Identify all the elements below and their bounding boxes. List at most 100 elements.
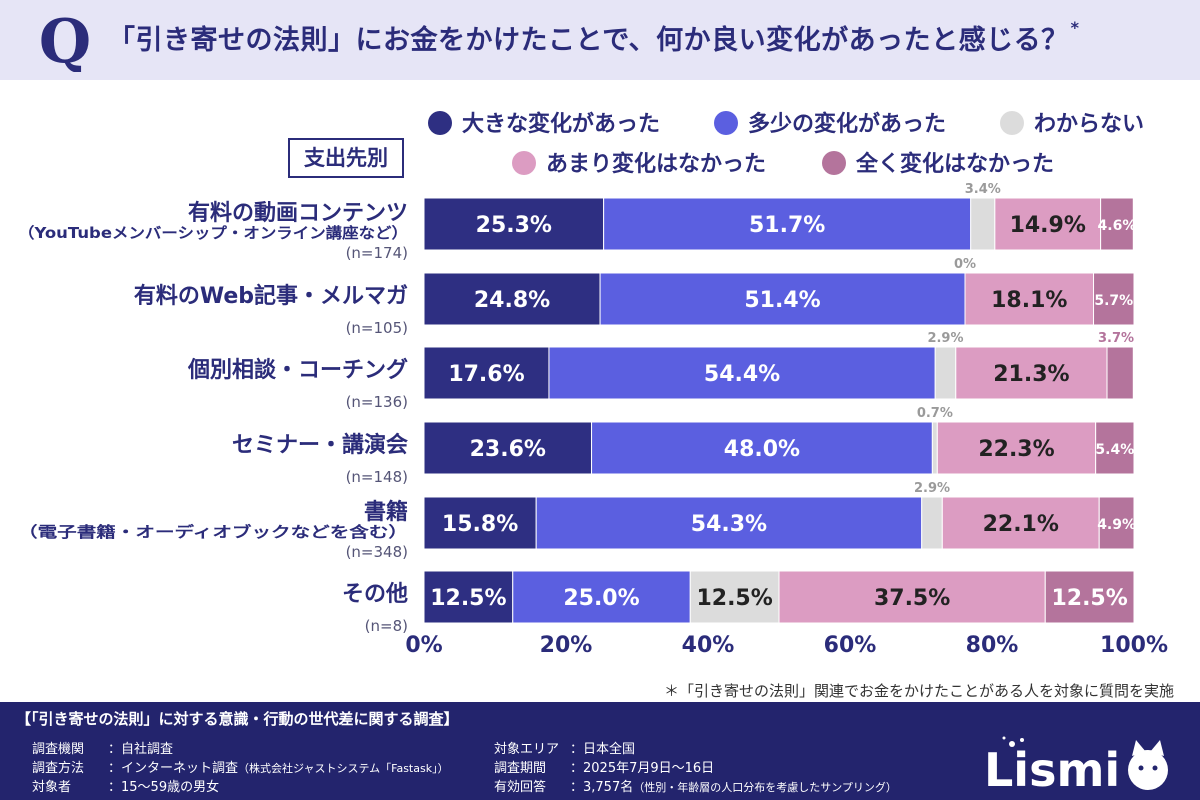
data-label: 15.8% — [442, 512, 518, 537]
data-label: 51.7% — [749, 213, 825, 238]
data-label: 37.5% — [874, 586, 950, 611]
bar-segment — [941, 496, 1100, 550]
category-sublabel: （YouTubeメンバーシップ・オンライン講座など） — [18, 224, 408, 242]
data-label: 14.9% — [1010, 213, 1086, 238]
x-tick-label: 20% — [540, 633, 593, 658]
data-label: 17.6% — [448, 362, 524, 387]
footer-left-row-0: 調査機関 ：自社調査 — [32, 738, 173, 757]
category-label: セミナー・講演会 — [232, 432, 408, 458]
data-label: 4.6% — [1098, 218, 1137, 234]
data-label: 4.9% — [1097, 517, 1136, 533]
footer-extra: （株式会社ジャストシステム「Fastask」） — [238, 762, 449, 775]
survey-note: ＊「引き寄せの法則」関連でお金をかけたことがある人を対象に質問を実施 — [663, 682, 1174, 700]
footer-key: 対象者 — [32, 780, 72, 795]
data-label: 22.3% — [978, 437, 1054, 462]
data-label: 25.3% — [476, 213, 552, 238]
bar-segment — [423, 197, 605, 251]
data-label: 2.9% — [927, 331, 963, 346]
x-tick-label: 100% — [1100, 633, 1168, 658]
x-tick-label: 60% — [824, 633, 877, 658]
footer-key: 調査期間 — [494, 761, 547, 776]
bar-segment — [1044, 570, 1135, 624]
category-label: 書籍 — [364, 499, 408, 525]
data-label: 5.4% — [1095, 442, 1134, 458]
q-letter-icon: Q — [39, 10, 91, 72]
bar-segment — [994, 197, 1102, 251]
legend-item-large-change: 大きな変化があった — [428, 106, 660, 138]
data-label: 51.4% — [744, 288, 820, 313]
data-label: 2.9% — [914, 481, 950, 496]
category-n-label: (n=174) — [346, 244, 408, 262]
category-label: 個別相談・コーチング — [187, 357, 408, 383]
data-label: 18.1% — [991, 288, 1067, 313]
data-label: 12.5% — [1051, 586, 1127, 611]
data-label: 21.3% — [993, 362, 1069, 387]
category-label: その他 — [342, 582, 408, 607]
legend-swatch — [428, 111, 452, 135]
bar-segment — [934, 346, 957, 400]
legend-item-some-change: 多少の変化があった — [714, 106, 946, 138]
footer-right-row-0: 対象エリア ：日本全国 — [494, 738, 635, 757]
bar-segment — [931, 421, 938, 475]
segment-badge: 支出先別 — [288, 138, 404, 178]
footer-value: ：2025年7月9日〜16日 — [570, 761, 715, 776]
footer-value: ：3,757名 — [570, 780, 634, 795]
bar-segment — [1095, 421, 1135, 475]
bar-segment — [423, 346, 550, 400]
header-band — [0, 0, 1200, 80]
legend-label: 大きな変化があった — [462, 112, 661, 137]
brand-logo: Lismi — [984, 736, 1168, 797]
legend-label: 多少の変化があった — [748, 112, 947, 137]
bar-segment — [599, 272, 966, 326]
data-label: 0% — [954, 257, 976, 272]
category-n-label: (n=136) — [346, 393, 408, 411]
stacked-bar-chart: 有料の動画コンテンツ（YouTubeメンバーシップ・オンライン講座など） (n=1… — [18, 182, 1168, 658]
bar-segment — [955, 346, 1108, 400]
footer-key: 調査方法 — [32, 761, 85, 776]
bar-segment — [603, 197, 972, 251]
bar-segment — [591, 421, 933, 475]
page-title-text: 「引き寄せの法則」にお金をかけたことで、何か良い変化があったと感じる？ — [108, 25, 1069, 56]
legend-label: わからない — [1034, 112, 1145, 137]
category-label: 有料のWeb記事・メルマガ — [134, 283, 408, 309]
footer-value: ：インターネット調査 — [108, 761, 239, 776]
bar-segment — [1098, 496, 1135, 550]
footer-extra: （性別・年齢層の人口分布を考慮したサンプリング） — [633, 781, 897, 794]
legend-swatch — [1000, 111, 1024, 135]
legend-swatch — [822, 151, 846, 175]
data-label: 22.1% — [983, 512, 1059, 537]
bar-segment — [778, 570, 1046, 624]
category-n-label: (n=105) — [346, 319, 408, 337]
data-label: 12.5% — [430, 586, 506, 611]
data-label: 3.7% — [1098, 331, 1134, 346]
category-sublabel: （電子書籍・オーディオブックなどを含む） — [18, 523, 408, 541]
data-label: 12.5% — [696, 586, 772, 611]
category-label: 有料の動画コンテンツ — [188, 200, 408, 226]
legend-swatch — [512, 151, 536, 175]
bar-segment — [548, 346, 936, 400]
legend-label: 全く変化はなかった — [856, 152, 1055, 177]
cat-mascot-icon — [1128, 740, 1168, 790]
data-label: 25.0% — [563, 586, 639, 611]
x-tick-label: 80% — [966, 633, 1019, 658]
bar-segment — [1093, 272, 1135, 326]
bar-segment — [970, 197, 996, 251]
bar-segment — [423, 496, 537, 550]
footer-value: ：日本全国 — [570, 742, 636, 757]
footer-key: 有効回答 — [494, 780, 547, 795]
x-tick-label: 0% — [405, 633, 442, 658]
data-label: 54.3% — [691, 512, 767, 537]
bar-segment — [689, 570, 780, 624]
footer: 【「引き寄せの法則」に対する意識・行動の世代差に関する調査】 調査機関 ：自社調査… — [0, 702, 1200, 800]
page-title: 「引き寄せの法則」にお金をかけたことで、何か良い変化があったと感じる？ * — [108, 18, 1079, 57]
footer-left-row-2: 対象者 ：15〜59歳の男女 — [32, 776, 219, 795]
legend-item-little-change: あまり変化はなかった — [512, 146, 766, 178]
footer-key: 対象エリア — [494, 742, 560, 757]
data-label: 0.7% — [917, 406, 953, 421]
footer-value: ：自社調査 — [108, 742, 174, 757]
data-label: 5.7% — [1094, 293, 1133, 309]
category-n-label: (n=8) — [365, 617, 408, 635]
sparkle-icon — [1002, 736, 1024, 747]
category-n-label: (n=148) — [346, 468, 408, 486]
data-label: 3.4% — [965, 182, 1001, 197]
